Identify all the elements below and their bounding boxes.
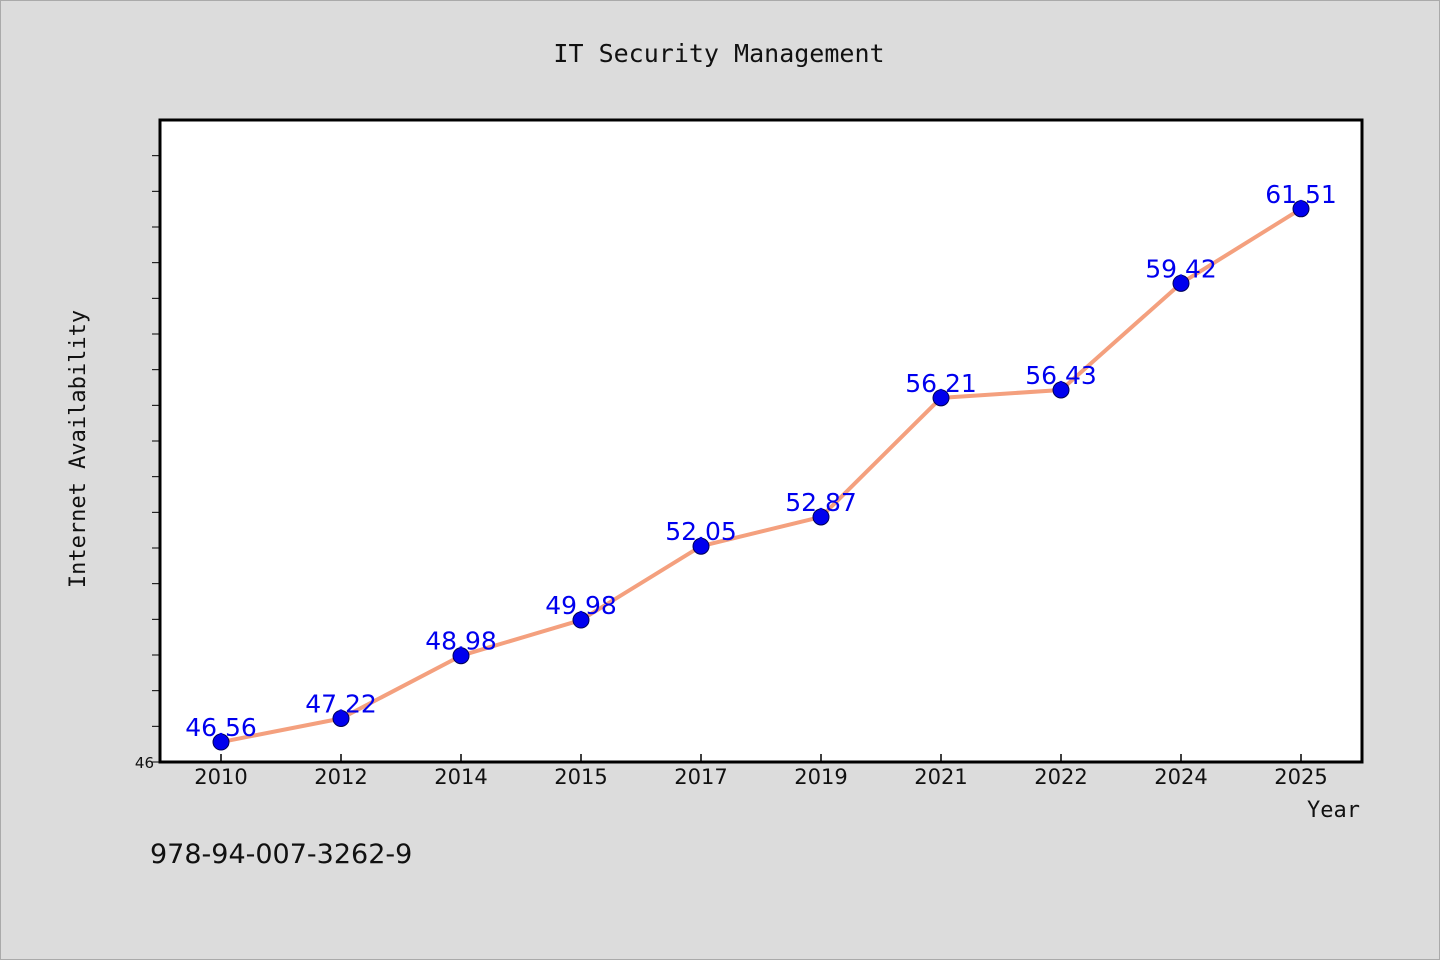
data-label: 61.51 (1265, 180, 1337, 209)
data-point (212, 733, 230, 751)
data-label: 59.42 (1145, 254, 1217, 283)
x-tick-label: 2025 (1274, 765, 1327, 789)
y-tick-label: 46 (135, 754, 154, 772)
data-label: 56.43 (1025, 361, 1097, 390)
x-tick-label: 2022 (1034, 765, 1087, 789)
data-label: 52.05 (665, 517, 737, 546)
x-tick-label: 2017 (674, 765, 727, 789)
x-axis-ticks: 2010 2012 2014 2015 2017 2019 2021 2022 2024 2025 (194, 754, 1328, 789)
chart-title: IT Security Management (553, 39, 884, 68)
data-point (1292, 200, 1310, 218)
data-point (1052, 381, 1070, 399)
isbn-label: 978-94-007-3262-9 (150, 839, 412, 870)
data-label: 48.98 (425, 627, 497, 656)
data-label: 52.87 (785, 488, 857, 517)
plot-area (158, 118, 1364, 764)
x-tick-label: 2014 (434, 765, 487, 789)
data-point (572, 611, 590, 629)
x-tick-label: 2021 (914, 765, 967, 789)
x-tick-label: 2019 (794, 765, 847, 789)
x-tick-label: 2024 (1154, 765, 1207, 789)
y-axis-ticks: 46 (135, 155, 160, 772)
y-axis-label: Internet Availability (66, 310, 91, 588)
series-line (220, 207, 1303, 744)
data-label: 47.22 (305, 689, 377, 718)
data-point (932, 389, 950, 407)
series-group: 46.56 47.22 48.98 49.98 52.05 52.87 56.21 56.43… (185, 180, 1337, 751)
data-label: 49.98 (545, 591, 617, 620)
data-point (332, 709, 350, 727)
data-point (692, 537, 710, 555)
data-label: 46.56 (185, 713, 257, 742)
x-tick-label: 2015 (554, 765, 607, 789)
data-point (812, 508, 830, 526)
data-label: 56.21 (905, 369, 977, 398)
x-tick-label: 2012 (314, 765, 367, 789)
data-point (1172, 274, 1190, 292)
x-axis-label: Year (1307, 798, 1360, 823)
x-tick-label: 2010 (194, 765, 247, 789)
data-point (452, 647, 470, 665)
